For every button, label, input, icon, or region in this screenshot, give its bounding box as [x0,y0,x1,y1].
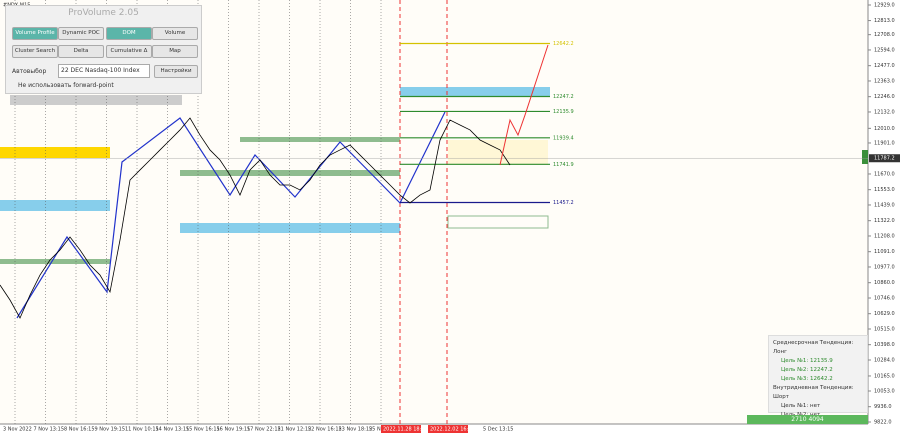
checkbox[interactable]: Автовыбор [12,68,47,75]
button[interactable]: Volume [152,27,198,40]
x-tick-label: 23 Nov 18:15 [339,427,373,433]
checkbox[interactable]: Не использовать forward-point [18,82,114,89]
y-tick-label: 11208.0 [874,233,895,239]
y-tick-label: 12929.0 [874,3,895,9]
mid-trend: Среднесрочная Тенденция: Лонг [773,340,854,355]
zone [0,147,110,158]
button[interactable]: Volume Profile [12,27,58,40]
y-tick-label: 11322.0 [874,218,895,224]
zone [400,87,550,97]
y-tick-label: 9822.0 [874,420,892,426]
y-tick-label: 10860.0 [874,280,895,286]
button[interactable]: Cumulative Δ [106,45,152,58]
x-tick-label: 11 Nov 10:15 [125,427,159,433]
y-tick-label: 12132.0 [874,109,895,115]
price-box [869,154,900,163]
panel-title: ProVolume 2.05 [68,8,139,18]
provolume-panel: ProVolume 2.05 Volume Profile Dynamic PO… [5,5,202,94]
date-label: 2022.12.02 16:45 [430,427,475,433]
x-tick-label: 14 Nov 13:15 [156,427,190,433]
x-tick-label: 3 Nov 2022 [3,427,32,433]
y-tick-label: 12246.0 [874,94,895,100]
button[interactable]: Cluster Search [12,45,58,58]
y-tick-label: 12477.0 [874,63,895,69]
level-label: 11741.9 [553,162,574,168]
y-tick-label: 10515.0 [874,326,895,332]
x-tick-label: 7 Nov 13:15 [34,427,65,433]
target: Цель №3: 12642.2 [781,376,833,382]
x-tick-label: 22 Nov 16:15 [308,427,342,433]
x-tick-label: 8 Nov 16:15 [64,427,95,433]
y-tick-label: 11670.0 [874,171,895,177]
level-label: 12247.2 [553,94,574,100]
zone [10,95,182,105]
level-label: 12135.9 [553,109,574,115]
level-label: 12642.2 [553,41,574,47]
zone [0,200,110,211]
current-price: 11787.2 [874,156,895,162]
dom-bar [862,150,868,164]
date-box [381,425,421,433]
zone [180,223,400,233]
y-tick-label: 10053.0 [874,388,895,394]
x-tick-label: 9 Nov 19:15 [95,427,126,433]
target: Цель №1: 12135.9 [781,358,833,364]
x-tick-label: 17 Nov 22:15 [247,427,281,433]
zone [448,140,548,165]
y-tick-label: 12363.0 [874,78,895,84]
volume-footer: 2710 4094 [747,415,868,424]
y-tick-label: 12813.0 [874,18,895,24]
button[interactable]: Map [152,45,198,58]
zone [240,137,400,142]
select[interactable]: 22 DEC Nasdaq-100 Index [58,64,150,78]
date-box [428,425,468,433]
intra-trend: Внутридневная Тенденция: Шорт [773,385,854,400]
price-path [0,117,511,319]
zone [0,259,110,264]
target: Цель №1: нет [781,403,821,409]
y-tick-label: 11091.0 [874,249,895,255]
y-tick-label: 10629.0 [874,311,895,317]
y-tick-label: 10977.0 [874,264,895,270]
x-tick-label: 16 Nov 19:15 [217,427,251,433]
button[interactable]: Настройки [154,65,198,78]
button[interactable]: Dynamic POC [58,27,104,40]
y-tick-label: 12708.0 [874,32,895,38]
x-tick-label: 5 Dec 13:15 [483,427,513,433]
y-tick-label: 9936.0 [874,404,892,410]
level-label: 11939.4 [553,135,574,141]
forecast-path [499,44,549,166]
y-tick-label: 11553.0 [874,187,895,193]
target: Цель №2: 12247.2 [781,367,833,373]
info-box: Среднесрочная Тенденция: Лонг Цель №1: 1… [768,335,868,418]
x-tick-label: 15 Nov 16:15 [186,427,220,433]
level-label: 11457.2 [553,200,574,206]
y-tick-label: 11439.0 [874,202,895,208]
y-tick-label: 12010.0 [874,126,895,132]
y-tick-label: 10746.0 [874,295,895,301]
y-tick-label: 10165.0 [874,373,895,379]
zone [180,170,400,176]
y-tick-label: 11901.0 [874,140,895,146]
date-label: 2022.11.28 18:00 [383,427,428,433]
button[interactable]: Delta [58,45,104,58]
zigzag [16,111,446,319]
button[interactable]: DOM [106,27,152,40]
y-tick-label: 10398.0 [874,342,895,348]
y-tick-label: 10284.0 [874,357,895,363]
x-tick-label: 21 Nov 12:15 [278,427,312,433]
zone [447,215,549,229]
y-tick-label: 12594.0 [874,47,895,53]
